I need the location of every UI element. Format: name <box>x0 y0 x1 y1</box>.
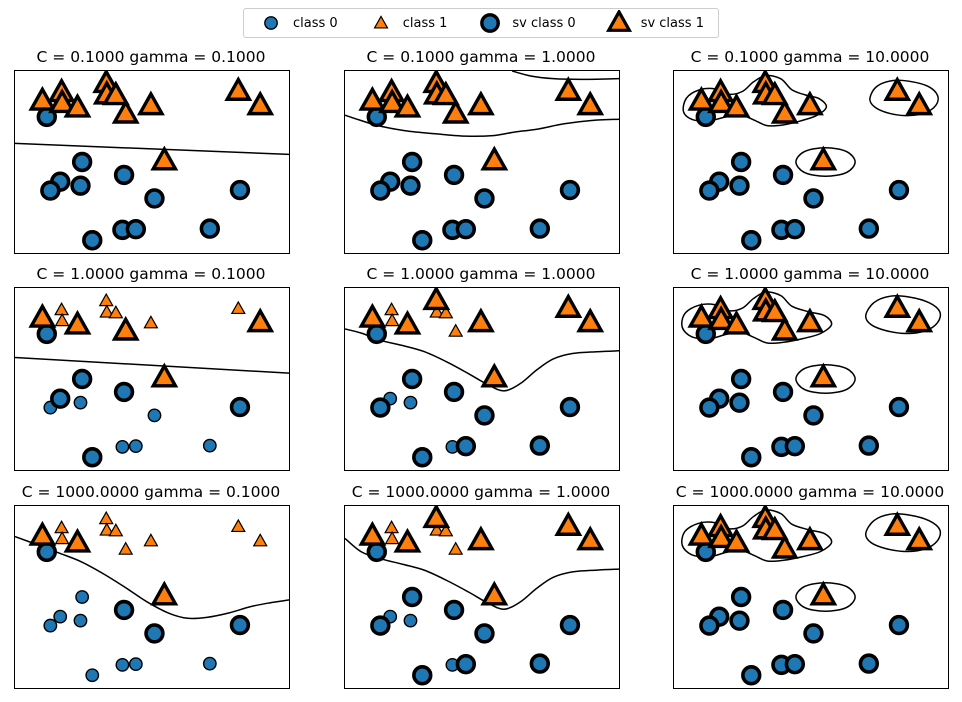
class0-circle-icon <box>258 10 284 36</box>
subplot-canvas <box>14 505 290 689</box>
subplot-title: C = 1.0000 gamma = 1.0000 <box>366 265 596 283</box>
subplot-c1-gamma10: C = 1.0000 gamma = 10.0000 <box>673 265 949 471</box>
subplot-title: C = 1000.0000 gamma = 1.0000 <box>351 483 611 501</box>
sv-class1-triangle-icon <box>605 10 632 36</box>
subplot-canvas <box>14 70 290 254</box>
legend-label-sv-class0: sv class 0 <box>512 15 576 31</box>
class1-triangle-icon <box>368 10 394 36</box>
subplot-title: C = 1.0000 gamma = 0.1000 <box>36 265 266 283</box>
subplot-title: C = 0.1000 gamma = 10.0000 <box>690 48 930 66</box>
subplot-canvas <box>673 70 949 254</box>
subplot-canvas <box>344 287 620 471</box>
subplot-c0.1-gamma1: C = 0.1000 gamma = 1.0000 <box>344 48 620 254</box>
subplot-c0.1-gamma10: C = 0.1000 gamma = 10.0000 <box>673 48 949 254</box>
subplot-c1000-gamma0.1: C = 1000.0000 gamma = 0.1000 <box>14 483 290 689</box>
subplot-title: C = 1.0000 gamma = 10.0000 <box>690 265 930 283</box>
subplot-title: C = 0.1000 gamma = 1.0000 <box>366 48 596 66</box>
legend-item-sv-class0: sv class 0 <box>477 10 576 36</box>
subplot-canvas <box>673 505 949 689</box>
subplot-canvas <box>673 287 949 471</box>
subplot-c1000-gamma10: C = 1000.0000 gamma = 10.0000 <box>673 483 949 689</box>
legend-item-class1: class 1 <box>368 10 448 36</box>
subplot-title: C = 1000.0000 gamma = 10.0000 <box>675 483 945 501</box>
sv-class0-circle-icon <box>477 10 503 36</box>
subplot-c1-gamma0.1: C = 1.0000 gamma = 0.1000 <box>14 265 290 471</box>
legend-label-class0: class 0 <box>293 15 338 31</box>
legend-item-sv-class1: sv class 1 <box>605 10 704 36</box>
subplot-canvas <box>344 70 620 254</box>
subplot-canvas <box>14 287 290 471</box>
legend-item-class0: class 0 <box>258 10 338 36</box>
subplot-canvas <box>344 505 620 689</box>
legend-label-class1: class 1 <box>402 15 448 31</box>
subplot-title: C = 1000.0000 gamma = 0.1000 <box>21 483 281 501</box>
legend: class 0 class 1 sv class 0 sv class 1 <box>243 8 719 38</box>
legend-label-sv-class1: sv class 1 <box>640 15 704 31</box>
subplot-c1-gamma1: C = 1.0000 gamma = 1.0000 <box>344 265 620 471</box>
subplot-title: C = 0.1000 gamma = 0.1000 <box>36 48 266 66</box>
subplot-c1000-gamma1: C = 1000.0000 gamma = 1.0000 <box>344 483 620 689</box>
subplot-c0.1-gamma0.1: C = 0.1000 gamma = 0.1000 <box>14 48 290 254</box>
